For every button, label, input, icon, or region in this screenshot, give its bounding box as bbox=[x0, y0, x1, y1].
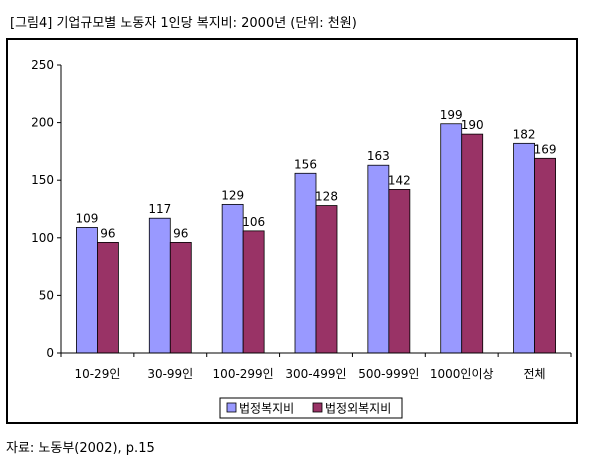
y-tick-label: 100 bbox=[31, 231, 54, 245]
y-tick-label: 50 bbox=[39, 288, 54, 302]
bar-non-statutory bbox=[97, 242, 119, 354]
x-tick-label: 300-499인 bbox=[285, 367, 346, 381]
y-tick-label: 150 bbox=[31, 173, 54, 187]
legend-label: 법정외복지비 bbox=[325, 402, 391, 416]
bar-statutory bbox=[513, 142, 535, 354]
legend-swatch bbox=[226, 402, 237, 413]
bar-non-statutory bbox=[315, 205, 338, 354]
bar-statutory bbox=[148, 217, 171, 354]
legend-swatch bbox=[312, 402, 323, 413]
legend: 법정복지비 법정외복지비 bbox=[219, 397, 403, 419]
y-tick-label: 200 bbox=[31, 116, 54, 130]
legend-box bbox=[219, 397, 403, 419]
y-tick-label: 0 bbox=[46, 346, 54, 360]
bar-statutory bbox=[367, 164, 390, 354]
x-tick-label: 전체 bbox=[524, 367, 546, 381]
chart-frame: 0 50 100 150 200 250 109 96 117 96 129 106 156 128 16… bbox=[6, 38, 578, 424]
data-label: 182 bbox=[513, 127, 536, 141]
data-label: 117 bbox=[148, 202, 171, 216]
data-label: 142 bbox=[388, 173, 411, 187]
data-label: 96 bbox=[173, 226, 188, 240]
data-label: 163 bbox=[367, 149, 390, 163]
data-label: 109 bbox=[75, 211, 98, 225]
data-label: 129 bbox=[221, 188, 244, 202]
x-tick-label: 30-99인 bbox=[147, 367, 193, 381]
data-label: 190 bbox=[461, 118, 484, 132]
y-axis: 0 50 100 150 200 250 bbox=[31, 58, 62, 360]
data-label: 128 bbox=[315, 190, 338, 204]
x-tick-label: 1000인이상 bbox=[430, 367, 494, 381]
page-title: [그림4] 기업규모별 노동자 1인당 복지비: 2000년 (단위: 천원) bbox=[10, 16, 357, 31]
bar-statutory bbox=[76, 227, 98, 354]
bar-non-statutory bbox=[534, 157, 556, 354]
x-tick-label: 500-999인 bbox=[358, 367, 419, 381]
data-label: 199 bbox=[440, 108, 463, 122]
bar-non-statutory bbox=[461, 133, 484, 354]
data-label: 96 bbox=[100, 226, 115, 240]
x-axis: 10-29인 30-99인 100-299인 300-499인 500-999인 1000… bbox=[60, 352, 572, 381]
source-note: 자료: 노동부(2002), p.15 bbox=[6, 441, 155, 456]
data-label: 156 bbox=[294, 157, 317, 171]
x-tick-label: 10-29인 bbox=[74, 367, 120, 381]
bar-statutory bbox=[440, 123, 463, 354]
bar-non-statutory bbox=[242, 230, 265, 354]
bar-non-statutory bbox=[169, 242, 192, 354]
legend-label: 법정복지비 bbox=[239, 402, 294, 416]
data-label: 169 bbox=[534, 142, 557, 156]
bar-non-statutory bbox=[388, 189, 411, 354]
bar-statutory bbox=[221, 203, 244, 354]
bar-statutory bbox=[294, 172, 317, 354]
data-label: 106 bbox=[242, 215, 265, 229]
y-tick-label: 250 bbox=[31, 58, 54, 72]
x-tick-label: 100-299인 bbox=[213, 367, 274, 381]
